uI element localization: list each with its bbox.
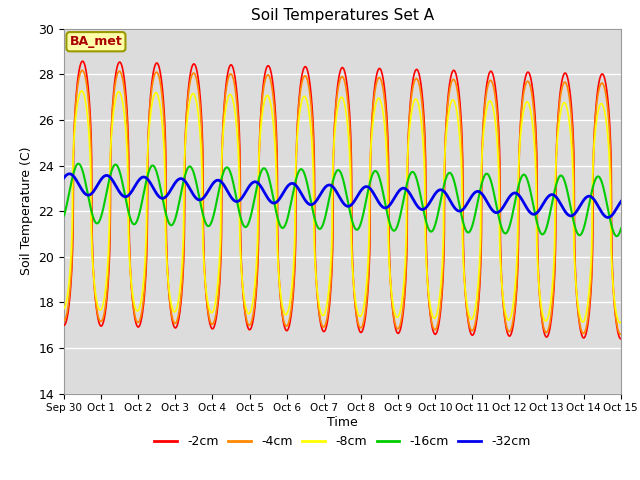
Legend: -2cm, -4cm, -8cm, -16cm, -32cm: -2cm, -4cm, -8cm, -16cm, -32cm	[150, 430, 535, 453]
Title: Soil Temperatures Set A: Soil Temperatures Set A	[251, 9, 434, 24]
Text: BA_met: BA_met	[70, 35, 122, 48]
X-axis label: Time: Time	[327, 416, 358, 429]
Y-axis label: Soil Temperature (C): Soil Temperature (C)	[20, 147, 33, 276]
